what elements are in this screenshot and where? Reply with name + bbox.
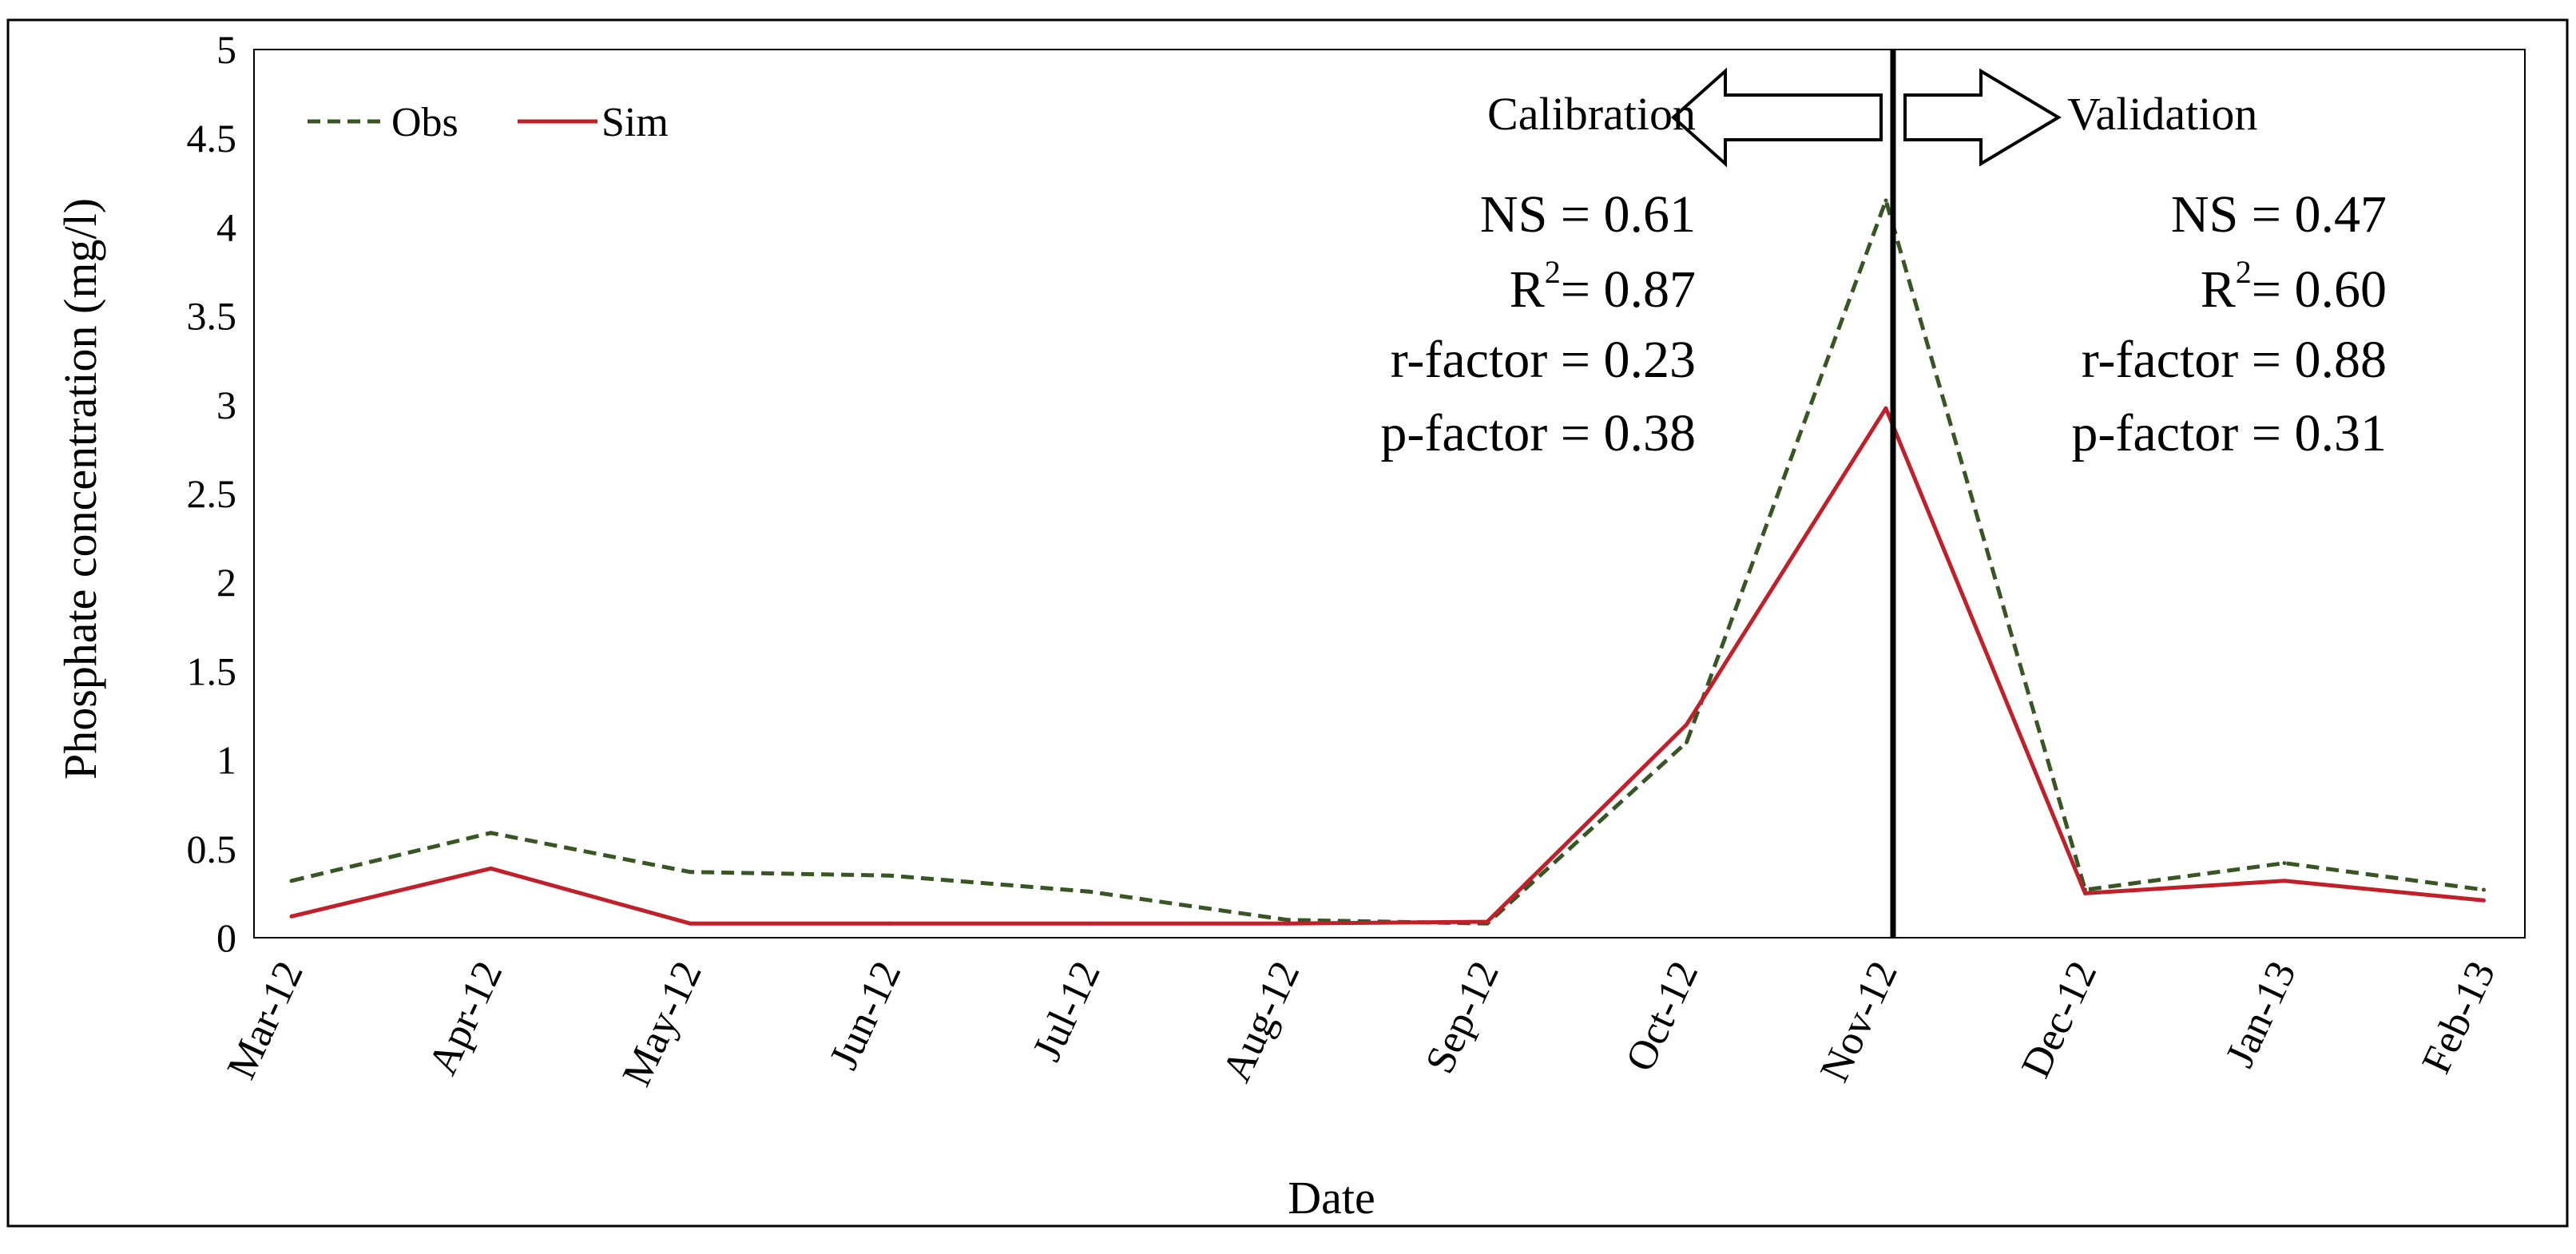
plot-area (253, 49, 2526, 939)
y-axis-title: Phosphate concentration (mg/l) (54, 198, 106, 780)
data-point-sim (688, 921, 693, 926)
legend-obs-label: Obs (391, 100, 458, 145)
data-point-obs (1286, 918, 1290, 923)
validation-p-factor: p-factor = 0.31 (2071, 404, 2387, 462)
validation-r2: R2= 0.60 (2201, 254, 2387, 319)
calibration-r2-sup: 2 (1545, 254, 1561, 290)
data-point-sim (1485, 919, 1490, 924)
calibration-stats: NS = 0.61 R2= 0.87 r-factor = 0.23 p-fac… (1380, 185, 1696, 462)
validation-ns: NS = 0.47 (2171, 185, 2387, 244)
data-point-sim (1086, 921, 1091, 926)
series-group (289, 198, 2486, 926)
y-tick-label: 0 (216, 915, 236, 960)
validation-arrow-icon (1903, 68, 2062, 167)
validation-stats: NS = 0.47 R2= 0.60 r-factor = 0.88 p-fac… (2071, 185, 2387, 462)
y-tick-label: 1.5 (187, 649, 237, 693)
data-point-obs (1883, 198, 1888, 203)
y-axis-ticks: 0 0.5 1 1.5 2 2.5 3 3.5 4 4.5 5 (187, 27, 237, 960)
data-point-sim (1286, 921, 1290, 926)
data-point-obs (688, 870, 693, 875)
validation-r2-value: = 0.60 (2252, 260, 2387, 319)
data-point-sim (887, 921, 891, 926)
validation-label: Validation (2067, 88, 2257, 140)
data-point-obs (2282, 861, 2287, 866)
data-point-obs (289, 879, 294, 883)
data-point-sim (489, 866, 493, 871)
data-point-obs (1086, 889, 1091, 894)
data-point-obs (887, 873, 891, 878)
calibration-r2-prefix: R (1510, 260, 1545, 319)
y-tick-label: 1 (216, 738, 236, 783)
calibration-r-factor: r-factor = 0.23 (1391, 331, 1696, 389)
y-tick-label: 0.5 (187, 827, 237, 871)
data-point-sim (2083, 891, 2087, 895)
data-point-sim (2482, 898, 2486, 903)
calibration-p-factor: p-factor = 0.38 (1380, 404, 1696, 462)
data-point-sim (1883, 406, 1888, 411)
calibration-arrow-icon (1670, 67, 1883, 168)
y-tick-label: 3.5 (187, 294, 237, 339)
data-point-obs (489, 831, 493, 835)
y-tick-label: 2.5 (187, 471, 237, 516)
y-tick-label: 5 (216, 27, 236, 72)
y-tick-label: 3 (216, 383, 236, 427)
calibration-r2-value: = 0.87 (1561, 260, 1696, 319)
series-line-sim (291, 406, 2484, 926)
validation-r2-sup: 2 (2236, 254, 2252, 290)
calibration-r2: R2= 0.87 (1510, 254, 1696, 319)
validation-r2-prefix: R (2201, 260, 2236, 319)
data-point-obs (1685, 740, 1689, 744)
legend: Obs Sim (308, 100, 669, 145)
data-point-sim (2282, 879, 2287, 883)
y-tick-label: 4 (216, 204, 236, 249)
x-axis-title: Date (1288, 1172, 1375, 1224)
data-point-obs (2482, 887, 2486, 892)
data-point-sim (289, 914, 294, 919)
calibration-label: Calibration (1487, 88, 1696, 140)
y-tick-label: 4.5 (187, 116, 237, 161)
data-point-sim (1685, 722, 1689, 727)
legend-sim-label: Sim (601, 100, 669, 145)
validation-r-factor: r-factor = 0.88 (2082, 331, 2387, 389)
calibration-ns: NS = 0.61 (1480, 185, 1696, 244)
y-tick-label: 2 (216, 560, 236, 605)
